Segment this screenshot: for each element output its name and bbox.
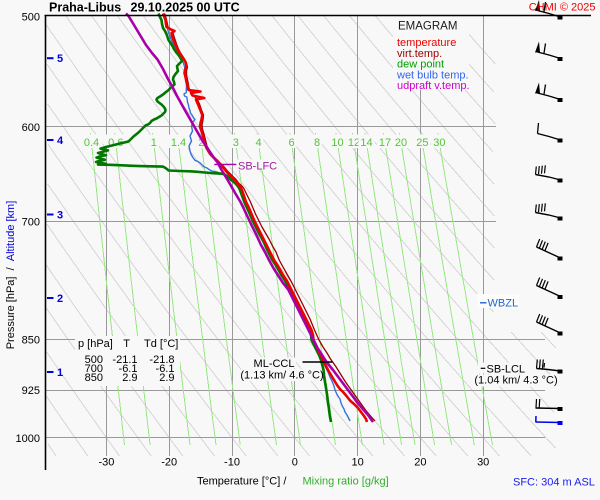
svg-text:-21.1: -21.1 [112, 354, 137, 366]
svg-text:udpraft v.temp.: udpraft v.temp. [397, 80, 470, 92]
svg-text:-10: -10 [224, 457, 240, 469]
svg-text:10: 10 [351, 457, 363, 469]
svg-text:WBZL: WBZL [488, 298, 519, 310]
svg-text:2.9: 2.9 [122, 372, 137, 384]
svg-text:2.9: 2.9 [159, 372, 174, 384]
svg-text:29.10.2025 00 UTC: 29.10.2025 00 UTC [131, 1, 240, 15]
svg-text:4: 4 [57, 135, 64, 147]
svg-text:T: T [123, 338, 130, 350]
svg-text:4: 4 [255, 137, 261, 149]
svg-text:12: 12 [348, 137, 360, 149]
svg-text:30: 30 [433, 137, 445, 149]
svg-text:-21.8: -21.8 [149, 354, 174, 366]
svg-text:(1.04 km/ 4.3 °C): (1.04 km/ 4.3 °C) [474, 375, 557, 387]
svg-text:1.4: 1.4 [171, 137, 186, 149]
svg-text:20: 20 [395, 137, 407, 149]
svg-text:850: 850 [85, 372, 103, 384]
svg-text:SFC: 304 m ASL: SFC: 304 m ASL [513, 477, 595, 489]
svg-text:wet bulb temp.: wet bulb temp. [396, 69, 469, 81]
svg-text:600: 600 [22, 122, 40, 134]
svg-text:30: 30 [477, 457, 489, 469]
svg-text:1: 1 [151, 137, 157, 149]
svg-text:Praha-Libus: Praha-Libus [49, 1, 121, 15]
svg-text:dew point: dew point [397, 59, 444, 71]
svg-text:25: 25 [416, 137, 428, 149]
svg-text:1000: 1000 [16, 433, 40, 445]
svg-text:0: 0 [292, 457, 298, 469]
svg-text:8: 8 [314, 137, 320, 149]
svg-text:2: 2 [57, 293, 63, 305]
svg-text:-20: -20 [161, 457, 177, 469]
svg-text:Td [°C]: Td [°C] [144, 338, 178, 350]
svg-text:0.4: 0.4 [84, 137, 99, 149]
svg-text:5: 5 [57, 53, 63, 65]
svg-text:3: 3 [233, 137, 239, 149]
svg-text:SB-LFC: SB-LFC [238, 160, 277, 172]
svg-text:-30: -30 [98, 457, 114, 469]
svg-text:10: 10 [331, 137, 343, 149]
svg-text:p [hPa]: p [hPa] [78, 338, 113, 350]
svg-text:6: 6 [288, 137, 294, 149]
svg-text:CHMI © 2025: CHMI © 2025 [529, 2, 596, 14]
svg-text:virt.temp.: virt.temp. [397, 48, 442, 60]
svg-text:500: 500 [22, 12, 40, 24]
svg-text:-6.1: -6.1 [119, 363, 138, 375]
svg-text:(1.13 km/ 4.6 °C): (1.13 km/ 4.6 °C) [240, 370, 323, 382]
svg-text:Mixing ratio [g/kg]: Mixing ratio [g/kg] [303, 476, 389, 488]
svg-text:1: 1 [57, 367, 63, 379]
svg-text:20: 20 [414, 457, 426, 469]
svg-text:14: 14 [360, 137, 372, 149]
svg-text:-6.1: -6.1 [156, 363, 175, 375]
svg-text:700: 700 [22, 217, 40, 229]
svg-text:850: 850 [22, 335, 40, 347]
svg-text:Temperature [°C] /: Temperature [°C] / [197, 476, 287, 488]
svg-text:ML-CCL: ML-CCL [254, 358, 295, 370]
svg-text:700: 700 [85, 363, 103, 375]
svg-text:17: 17 [379, 137, 391, 149]
svg-text:925: 925 [22, 385, 40, 397]
svg-text:SB-LCL: SB-LCL [487, 364, 526, 376]
svg-text:2: 2 [198, 137, 204, 149]
svg-text:temperature: temperature [397, 37, 456, 49]
svg-text:Pressure [hPa] / Altitude [k: Pressure [hPa] / Altitude [km] [5, 201, 17, 350]
svg-text:500: 500 [85, 354, 103, 366]
svg-text:EMAGRAM: EMAGRAM [398, 21, 457, 33]
svg-text:3: 3 [57, 210, 63, 222]
